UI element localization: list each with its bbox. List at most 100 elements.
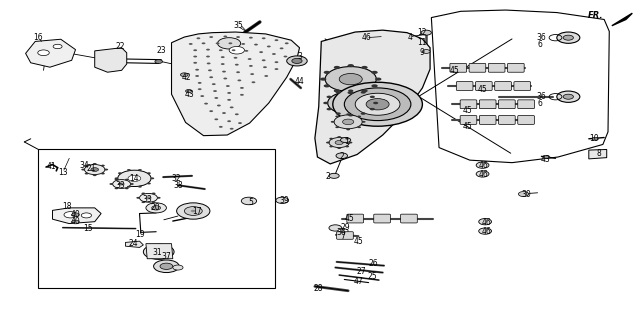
Circle shape bbox=[326, 142, 330, 143]
Circle shape bbox=[557, 91, 580, 102]
Circle shape bbox=[172, 73, 180, 77]
Text: 2: 2 bbox=[339, 152, 344, 161]
FancyBboxPatch shape bbox=[337, 232, 353, 239]
Circle shape bbox=[221, 63, 225, 65]
Polygon shape bbox=[146, 244, 173, 259]
Circle shape bbox=[349, 142, 353, 143]
Circle shape bbox=[252, 81, 255, 83]
Circle shape bbox=[336, 153, 348, 159]
Circle shape bbox=[370, 95, 375, 98]
Circle shape bbox=[177, 203, 210, 219]
Circle shape bbox=[370, 108, 375, 110]
Polygon shape bbox=[589, 149, 607, 159]
Text: 28: 28 bbox=[314, 284, 323, 293]
Circle shape bbox=[152, 201, 156, 203]
Circle shape bbox=[118, 182, 125, 186]
Circle shape bbox=[64, 212, 77, 218]
Circle shape bbox=[240, 87, 244, 89]
Circle shape bbox=[263, 66, 267, 68]
Circle shape bbox=[216, 42, 220, 44]
Polygon shape bbox=[172, 32, 300, 136]
Circle shape bbox=[84, 165, 105, 175]
Text: 45: 45 bbox=[477, 85, 488, 94]
Text: 30: 30 bbox=[521, 190, 531, 199]
Circle shape bbox=[324, 71, 330, 74]
Circle shape bbox=[53, 44, 62, 49]
Circle shape bbox=[214, 97, 218, 99]
Circle shape bbox=[209, 36, 213, 38]
Circle shape bbox=[326, 95, 332, 98]
Circle shape bbox=[285, 42, 289, 44]
Text: 11: 11 bbox=[418, 38, 427, 47]
Circle shape bbox=[329, 225, 342, 231]
Circle shape bbox=[348, 114, 353, 116]
Circle shape bbox=[196, 37, 200, 39]
Circle shape bbox=[479, 219, 492, 225]
Circle shape bbox=[204, 103, 208, 105]
Circle shape bbox=[329, 173, 339, 178]
FancyBboxPatch shape bbox=[450, 63, 467, 72]
Circle shape bbox=[115, 177, 118, 179]
Text: FR.: FR. bbox=[588, 11, 603, 19]
Circle shape bbox=[207, 62, 211, 64]
Circle shape bbox=[195, 69, 199, 71]
Circle shape bbox=[141, 201, 145, 203]
Polygon shape bbox=[52, 208, 101, 224]
Text: 27: 27 bbox=[356, 267, 367, 276]
Circle shape bbox=[323, 102, 328, 104]
Circle shape bbox=[557, 32, 580, 43]
Text: 36: 36 bbox=[337, 228, 347, 237]
Text: 18: 18 bbox=[62, 202, 71, 211]
Circle shape bbox=[127, 169, 131, 171]
FancyBboxPatch shape bbox=[488, 63, 505, 72]
Circle shape bbox=[592, 137, 598, 140]
Circle shape bbox=[360, 91, 366, 94]
Text: 37: 37 bbox=[161, 252, 172, 261]
Circle shape bbox=[93, 174, 97, 176]
Circle shape bbox=[222, 71, 226, 73]
Circle shape bbox=[421, 30, 431, 35]
Circle shape bbox=[422, 50, 430, 53]
Circle shape bbox=[72, 220, 79, 224]
FancyBboxPatch shape bbox=[479, 116, 496, 124]
Bar bbox=[38, 149, 275, 288]
Circle shape bbox=[173, 265, 183, 270]
Circle shape bbox=[198, 82, 202, 84]
Circle shape bbox=[38, 50, 49, 56]
Circle shape bbox=[202, 42, 205, 44]
Text: 36: 36 bbox=[536, 33, 547, 41]
Circle shape bbox=[292, 58, 302, 63]
Circle shape bbox=[189, 43, 193, 45]
Text: 39: 39 bbox=[279, 197, 289, 205]
Circle shape bbox=[336, 91, 341, 94]
Circle shape bbox=[200, 95, 204, 97]
Circle shape bbox=[563, 94, 573, 99]
Circle shape bbox=[223, 78, 227, 79]
Text: 40: 40 bbox=[70, 218, 81, 226]
Circle shape bbox=[357, 126, 361, 128]
Circle shape bbox=[209, 110, 213, 112]
Circle shape bbox=[241, 197, 257, 205]
Circle shape bbox=[180, 73, 188, 77]
Circle shape bbox=[244, 50, 248, 52]
Text: 45: 45 bbox=[462, 122, 472, 131]
Circle shape bbox=[136, 197, 140, 199]
Circle shape bbox=[240, 94, 244, 96]
Circle shape bbox=[157, 197, 161, 199]
Circle shape bbox=[81, 169, 85, 171]
Circle shape bbox=[362, 121, 365, 123]
Circle shape bbox=[237, 79, 241, 81]
Circle shape bbox=[206, 49, 210, 51]
Circle shape bbox=[193, 49, 197, 51]
Circle shape bbox=[563, 35, 573, 40]
Text: 32: 32 bbox=[171, 174, 181, 183]
Circle shape bbox=[104, 169, 108, 171]
Circle shape bbox=[262, 59, 266, 61]
Circle shape bbox=[236, 71, 240, 73]
Circle shape bbox=[152, 206, 161, 210]
Circle shape bbox=[227, 120, 231, 122]
Circle shape bbox=[93, 163, 97, 165]
Circle shape bbox=[101, 173, 105, 175]
Text: 9: 9 bbox=[420, 48, 425, 57]
Circle shape bbox=[140, 193, 157, 202]
